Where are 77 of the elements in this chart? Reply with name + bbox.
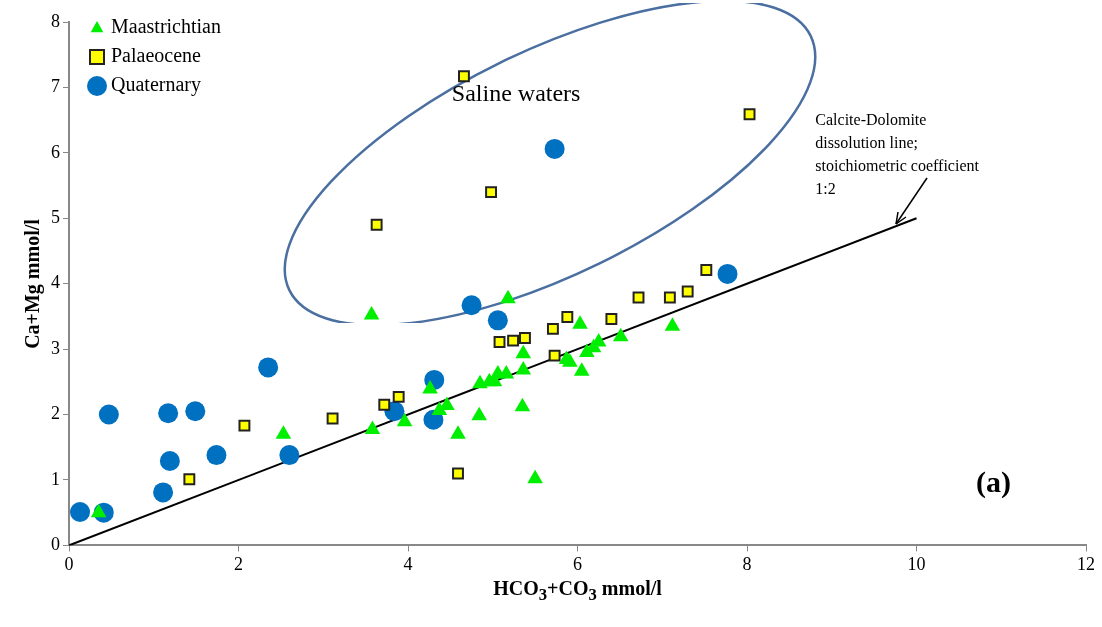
x-tick-label: 4 <box>403 553 413 574</box>
point <box>527 469 543 484</box>
x-axis-title: HCO$_{3}$+CO$_{3}$ mmol/l <box>492 577 663 605</box>
point <box>612 327 629 342</box>
point <box>258 357 279 378</box>
point <box>392 390 405 403</box>
point <box>681 285 694 298</box>
point <box>206 445 227 466</box>
point <box>279 445 300 466</box>
point <box>743 108 756 121</box>
x-tick-label: 2 <box>234 553 243 574</box>
point <box>561 311 574 324</box>
point <box>663 291 676 304</box>
point <box>378 398 391 411</box>
point <box>632 291 645 304</box>
y-tick-label: 7 <box>51 76 60 97</box>
point <box>507 334 520 347</box>
x-tick-label: 0 <box>64 553 74 574</box>
point <box>450 425 466 439</box>
point <box>370 218 383 231</box>
y-tick-label: 6 <box>51 141 60 162</box>
y-tick-label: 3 <box>51 337 60 358</box>
point <box>544 138 565 159</box>
point <box>457 70 470 83</box>
point <box>548 349 561 362</box>
point <box>514 397 531 412</box>
point <box>700 264 713 276</box>
point <box>98 404 119 425</box>
point <box>500 289 516 304</box>
x-tick-label: 12 <box>1077 553 1095 574</box>
point <box>363 306 380 320</box>
annotation: Calcite-Dolomite dissolution line; stoichiometric coefficient 1:2 <box>815 110 980 200</box>
point <box>439 396 455 410</box>
point <box>70 502 91 523</box>
point <box>185 401 206 422</box>
y-tick-label: 0 <box>51 534 60 555</box>
y-tick-label: 5 <box>51 207 60 228</box>
point <box>364 420 381 435</box>
point <box>485 186 498 199</box>
x-tick-label: 6 <box>573 553 582 574</box>
legend-label: Palaeocene <box>111 44 202 67</box>
point <box>158 403 179 424</box>
legend-label: Quaternary <box>111 73 201 97</box>
point <box>90 503 107 518</box>
x-tick-label: 8 <box>742 553 752 574</box>
point <box>461 295 482 316</box>
point <box>546 322 559 335</box>
point <box>275 425 292 439</box>
point <box>452 467 464 480</box>
point <box>493 335 506 348</box>
point <box>572 315 588 329</box>
point <box>159 451 180 471</box>
point <box>605 313 618 325</box>
y-tick-label: 8 <box>51 10 60 31</box>
y-axis-title: Ca+Mg mmol/l <box>20 218 44 349</box>
point <box>153 482 174 503</box>
annotation: Saline waters <box>451 80 581 107</box>
point <box>573 362 590 376</box>
point <box>664 317 681 331</box>
point <box>326 412 339 425</box>
point <box>515 344 532 359</box>
point <box>498 364 515 379</box>
y-tick-label: 2 <box>51 403 60 424</box>
point <box>487 310 508 331</box>
point <box>471 406 487 421</box>
point <box>515 361 532 375</box>
point <box>238 419 251 432</box>
annotation: (a) <box>976 465 1011 500</box>
y-tick-label: 4 <box>51 272 60 293</box>
y-tick-label: 1 <box>51 468 60 489</box>
point <box>183 473 196 486</box>
point <box>519 332 531 344</box>
x-tick-label: 10 <box>907 553 926 574</box>
point <box>717 263 738 284</box>
point <box>562 353 578 367</box>
legend-label: Maastrichtian <box>111 15 221 38</box>
point <box>396 412 413 427</box>
